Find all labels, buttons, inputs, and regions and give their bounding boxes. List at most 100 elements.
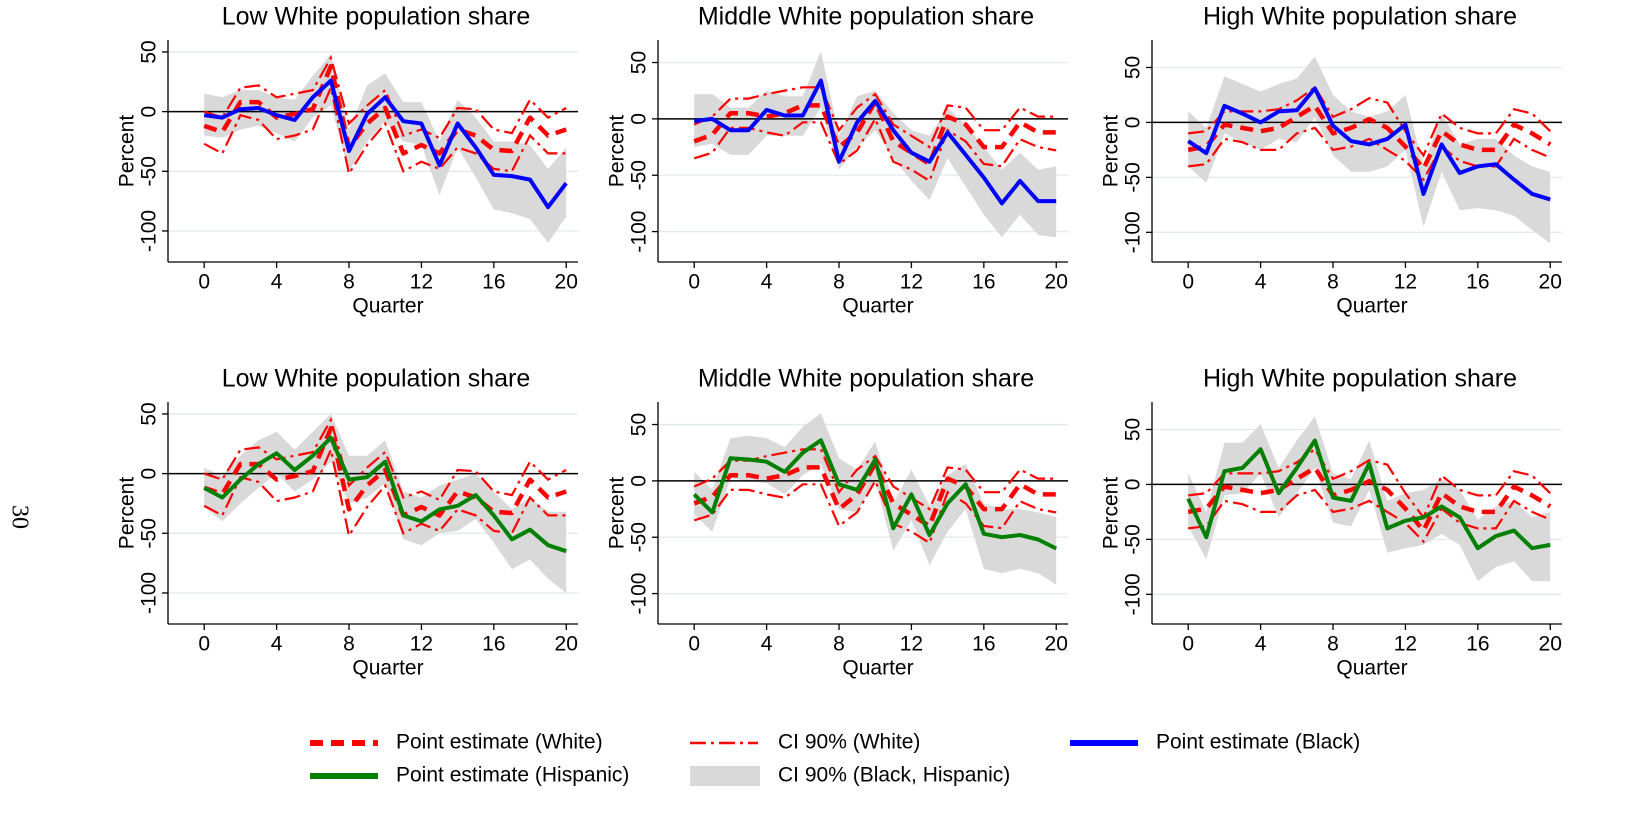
estimate-line [203,435,567,554]
estimate-line [693,461,1057,529]
legend-label: Point estimate (Black) [1156,731,1360,754]
panel-title: Middle White population share [698,3,1034,31]
y-tick-label: 0 [138,106,161,118]
x-tick-label: 8 [1327,271,1339,294]
x-tick-label: 0 [198,271,210,294]
y-tick-label: 50 [628,51,651,74]
x-tick-label: 20 [555,633,578,656]
y-tick-label: -100 [628,573,651,615]
y-tick-label: -50 [1122,524,1145,554]
y-tick-label: -100 [138,210,161,252]
y-tick-label: 50 [138,40,161,63]
ci-line [203,84,567,177]
x-tick-label: 12 [410,633,433,656]
ci-band [694,413,1057,585]
x-tick-label: 20 [1045,633,1068,656]
y-tick-label: -50 [628,160,651,190]
x-tick-label: 0 [688,271,700,294]
ci-band [204,54,567,243]
y-tick-label: -50 [138,518,161,548]
legend-label: Point estimate (Hispanic) [396,764,629,787]
x-tick-label: 20 [555,271,578,294]
ci-band [204,413,567,593]
estimate-line [693,99,1057,167]
y-axis-label: Percent [606,115,629,188]
x-tick-label: 8 [1327,633,1339,656]
y-axis-label: Percent [116,477,139,550]
ci-line [693,478,1057,545]
x-tick-label: 12 [900,633,923,656]
y-axis-label: Percent [1100,115,1123,188]
x-tick-label: 20 [1539,271,1562,294]
y-tick-label: 0 [138,468,161,480]
ci-line [203,55,567,140]
y-tick-label: -50 [138,156,161,186]
x-tick-label: 16 [482,271,505,294]
y-tick-label: 0 [1122,479,1145,491]
y-tick-label: -100 [1122,211,1145,253]
estimate-line [203,78,568,210]
x-tick-label: 0 [688,633,700,656]
x-tick-label: 16 [1466,633,1489,656]
x-tick-label: 4 [1255,633,1267,656]
x-tick-label: 8 [343,633,355,656]
legend-swatch [690,766,760,786]
y-tick-label: -50 [628,522,651,552]
x-tick-label: 4 [271,633,283,656]
estimate-line [203,64,567,156]
x-tick-label: 0 [1182,633,1194,656]
x-axis-label: Quarter [842,657,913,680]
ci-line [693,86,1057,149]
estimate-line [692,438,1058,551]
panel-title: Low White population share [222,3,531,31]
legend-label: CI 90% (White) [778,731,920,754]
ci-line [1188,488,1551,544]
panel: High White population share Quarter Percen… [1100,3,1562,318]
x-tick-label: 12 [410,271,433,294]
estimate-line [1187,465,1552,533]
x-axis-label: Quarter [842,295,913,318]
estimate-line [1187,86,1551,202]
panel: Middle White population share Quarter Perc… [606,365,1068,680]
y-tick-label: -50 [1122,162,1145,192]
ci-line [693,116,1057,183]
y-tick-label: -100 [628,211,651,253]
ci-band [1188,416,1551,582]
panel-title: High White population share [1203,3,1517,31]
panel: High White population share Quarter Percen… [1100,365,1562,680]
y-axis-label: Percent [606,477,629,550]
y-axis-label: Percent [116,115,139,188]
panel: Low White population share Quarter Percent… [116,3,578,318]
ci-line [1188,447,1551,520]
x-tick-label: 4 [761,633,773,656]
y-tick-label: 50 [1122,56,1145,79]
panel-title: High White population share [1203,365,1517,393]
x-tick-label: 8 [343,271,355,294]
y-tick-label: -100 [1122,573,1145,615]
y-axis-label: Percent [1100,477,1123,550]
ci-line [203,417,567,502]
x-tick-label: 16 [972,271,995,294]
x-tick-label: 12 [1394,271,1417,294]
estimate-line [1186,438,1551,551]
x-tick-label: 8 [833,271,845,294]
x-tick-label: 20 [1539,633,1562,656]
x-tick-label: 12 [1394,633,1417,656]
estimate-line [203,426,567,518]
x-tick-label: 12 [900,271,923,294]
x-tick-label: 8 [833,633,845,656]
panel-title: Low White population share [222,365,531,393]
y-tick-label: 50 [628,413,651,436]
y-tick-label: -100 [138,572,161,614]
y-tick-label: 50 [138,402,161,425]
x-axis-label: Quarter [1336,657,1407,680]
panel: Middle White population share Quarter Perc… [606,3,1068,318]
ci-line [1188,85,1551,158]
x-axis-label: Quarter [1336,295,1407,318]
legend-label: CI 90% (Black, Hispanic) [778,764,1010,787]
estimate-line [693,78,1057,206]
ci-band [1188,56,1551,244]
x-axis-label: Quarter [352,657,423,680]
page-number: 30 [6,505,32,529]
